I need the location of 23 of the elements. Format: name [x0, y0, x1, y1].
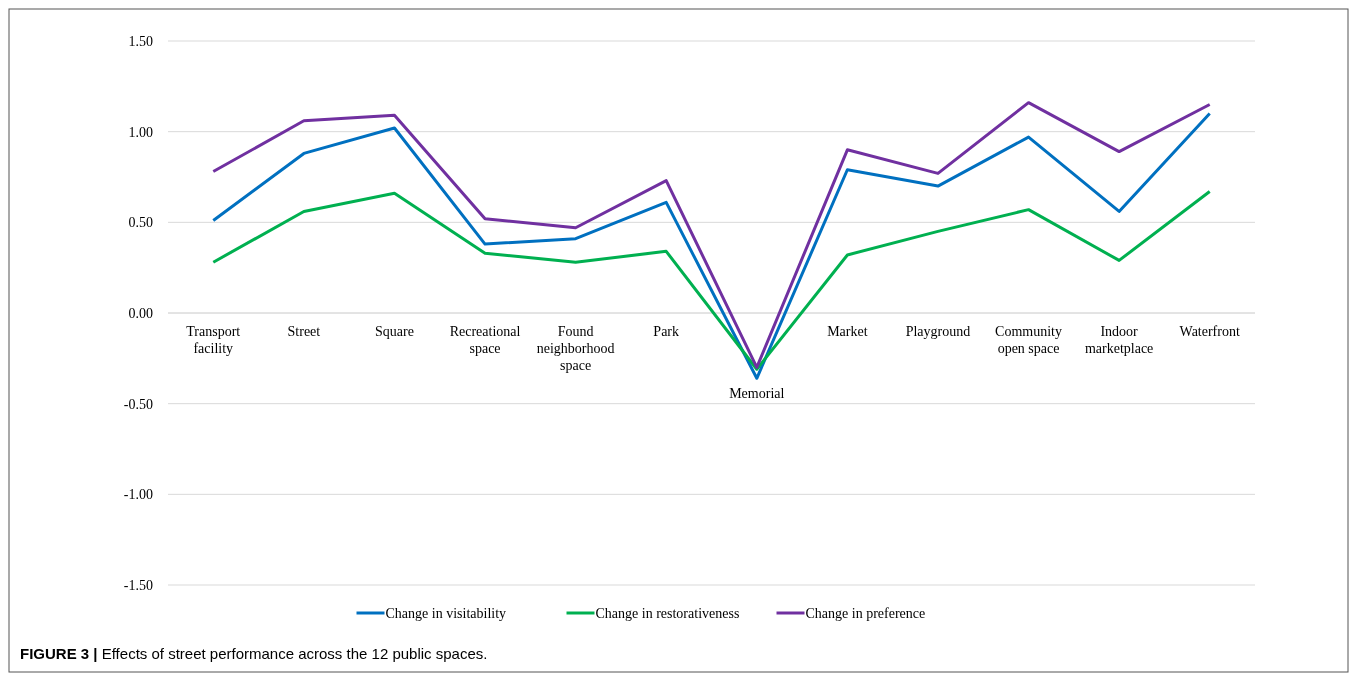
x-tick-label: Playground: [905, 324, 971, 339]
x-tick-label: Community open space: [995, 324, 1062, 356]
x-tick-label: Market: [827, 324, 868, 339]
y-tick-label: -0.50: [123, 396, 153, 412]
y-tick-label: 1.50: [128, 33, 153, 49]
y-tick-label: 0.50: [128, 215, 153, 231]
y-tick-label: 0.00: [128, 305, 153, 321]
caption: FIGURE 3 | Effects of street performance across the 12 public spaces.: [20, 645, 488, 662]
x-tick-label: Street: [287, 324, 321, 339]
x-tick-label: Park: [653, 324, 680, 339]
x-tick-label: Waterfront: [1179, 324, 1240, 339]
x-tick-label: Recreational space: [449, 324, 521, 356]
x-tick-label: Transport facility: [186, 324, 241, 356]
legend-label: Change in preference: [805, 605, 926, 621]
legend-label: Change in visitability: [385, 605, 507, 621]
x-tick-label: Indoor marketplace: [1084, 324, 1154, 356]
y-tick-label: -1.50: [123, 577, 153, 593]
x-tick-label: Found neighborhood space: [536, 324, 615, 373]
legend-label: Change in restorativeness: [595, 605, 740, 621]
x-tick-label: Memorial: [729, 386, 785, 402]
y-tick-label: -1.00: [123, 487, 153, 503]
y-tick-label: 1.00: [128, 124, 153, 140]
x-tick-label: Square: [375, 324, 414, 339]
